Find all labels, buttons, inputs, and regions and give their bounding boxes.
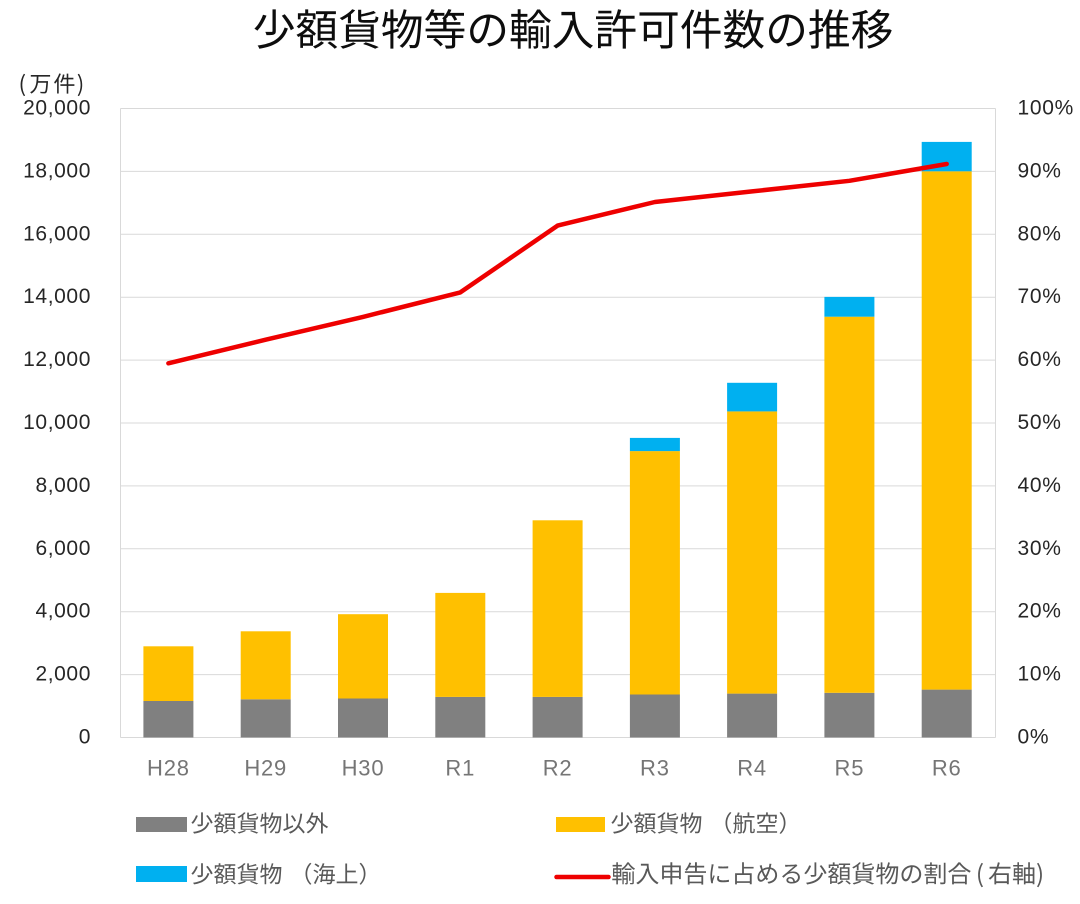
svg-text:16,000: 16,000 xyxy=(23,222,91,245)
svg-text:80%: 80% xyxy=(1018,222,1062,245)
svg-text:30%: 30% xyxy=(1018,537,1062,560)
svg-text:20%: 20% xyxy=(1018,600,1062,623)
svg-text:0: 0 xyxy=(79,726,91,749)
svg-text:10,000: 10,000 xyxy=(23,411,91,434)
svg-text:8,000: 8,000 xyxy=(35,474,91,497)
svg-text:0%: 0% xyxy=(1018,726,1050,749)
svg-text:14,000: 14,000 xyxy=(23,285,91,308)
svg-text:R3: R3 xyxy=(640,756,670,781)
svg-text:6,000: 6,000 xyxy=(35,537,91,560)
svg-text:4,000: 4,000 xyxy=(35,600,91,623)
svg-text:70%: 70% xyxy=(1018,285,1062,308)
svg-text:R1: R1 xyxy=(445,756,475,781)
svg-text:18,000: 18,000 xyxy=(23,159,91,182)
svg-text:2,000: 2,000 xyxy=(35,663,91,686)
svg-text:H29: H29 xyxy=(244,756,287,781)
svg-text:12,000: 12,000 xyxy=(23,348,91,371)
svg-text:10%: 10% xyxy=(1018,663,1062,686)
svg-text:20,000: 20,000 xyxy=(23,97,91,120)
svg-text:R6: R6 xyxy=(932,756,962,781)
svg-text:60%: 60% xyxy=(1018,348,1062,371)
svg-text:50%: 50% xyxy=(1018,411,1062,434)
svg-text:H28: H28 xyxy=(147,756,190,781)
svg-text:H30: H30 xyxy=(342,756,385,781)
svg-text:R2: R2 xyxy=(543,756,573,781)
svg-text:100%: 100% xyxy=(1018,97,1075,120)
svg-text:40%: 40% xyxy=(1018,474,1062,497)
svg-text:R4: R4 xyxy=(737,756,767,781)
svg-text:R5: R5 xyxy=(835,756,865,781)
svg-text:90%: 90% xyxy=(1018,159,1062,182)
